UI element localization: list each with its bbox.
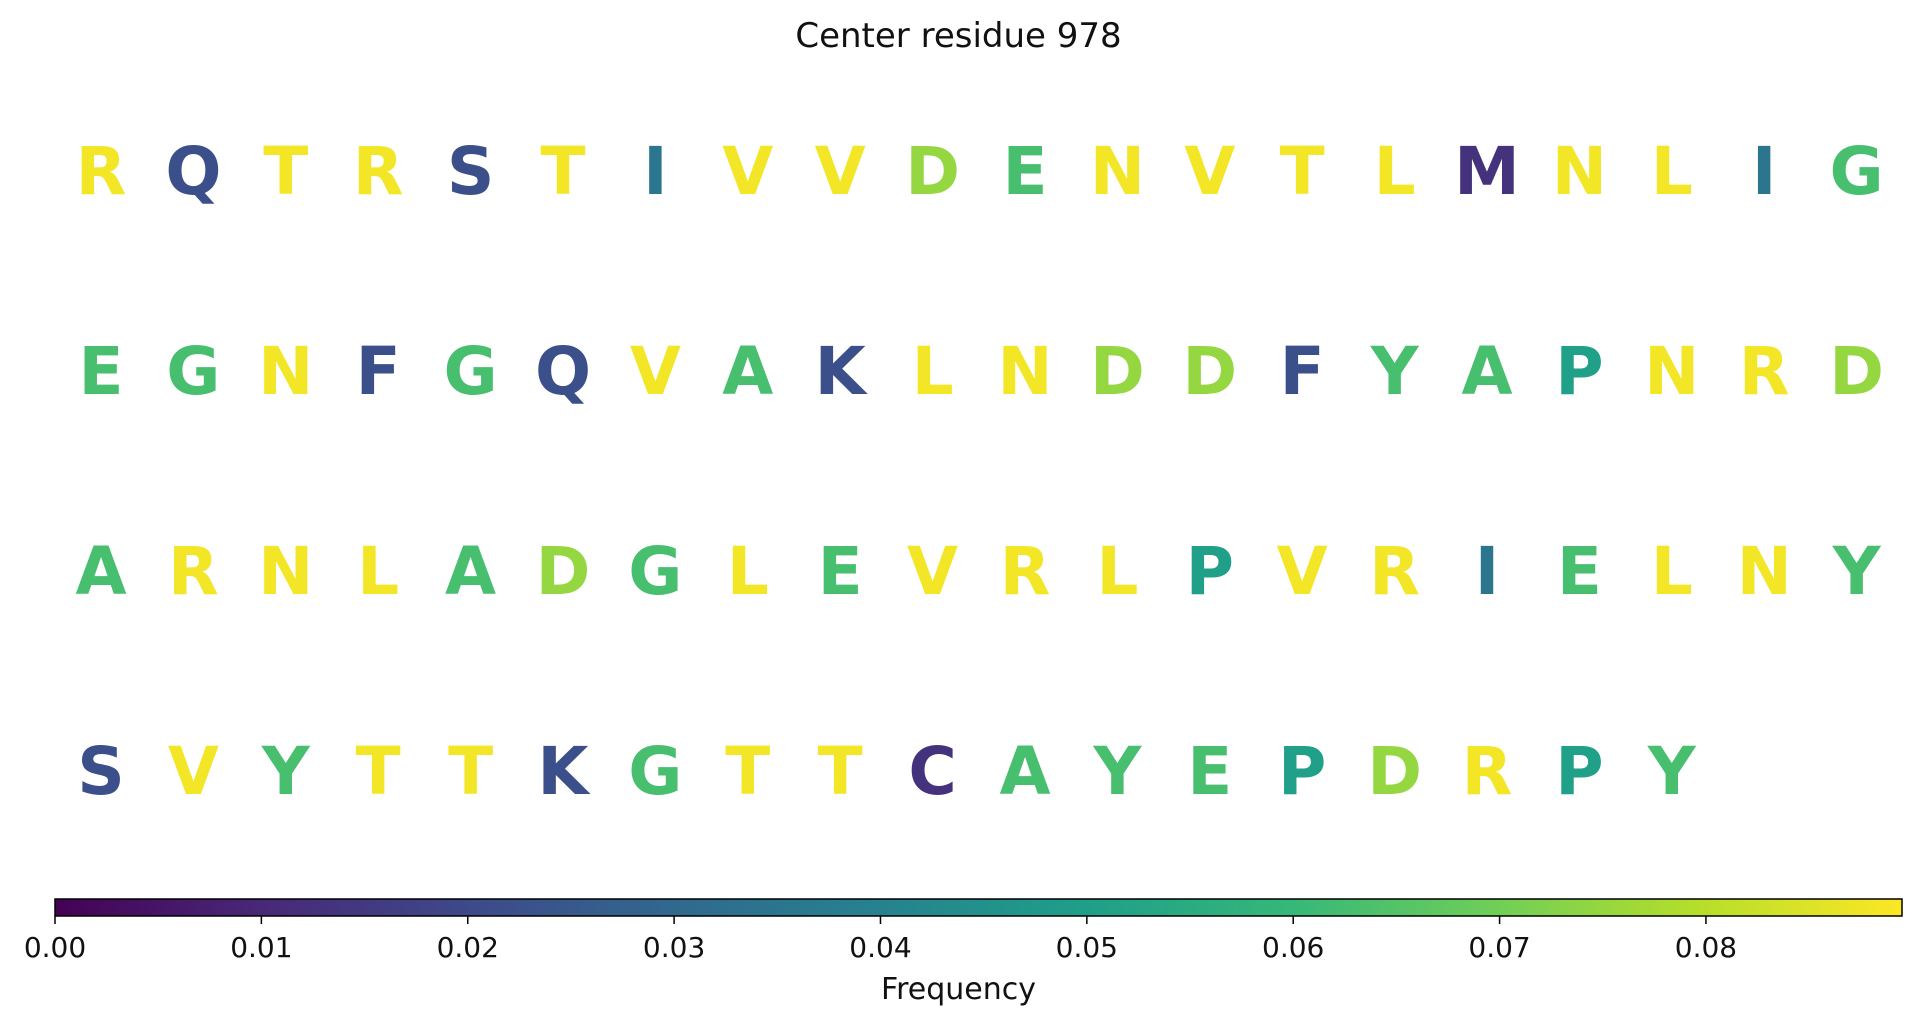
residue-letter: V <box>1184 133 1235 210</box>
residue-letter: N <box>1644 333 1699 410</box>
residue-letter: L <box>1096 533 1138 610</box>
residue-letter: G <box>1830 133 1884 210</box>
residue-letter: Y <box>1832 533 1882 610</box>
colorbar-tick-label: 0.08 <box>1675 931 1737 964</box>
residue-letter: R <box>353 133 404 210</box>
residue-letter: D <box>536 533 591 610</box>
chart-title: Center residue 978 <box>795 16 1122 56</box>
residue-letter: L <box>357 533 399 610</box>
residue-letter: Y <box>1647 733 1697 810</box>
residue-letter: P <box>1555 333 1603 410</box>
residue-letter: D <box>1367 733 1422 810</box>
residue-letter: F <box>356 333 401 410</box>
colorbar-tick-label: 0.05 <box>1056 931 1118 964</box>
residue-letter: M <box>1454 133 1520 210</box>
residue-letter: D <box>905 133 960 210</box>
residue-letter: N <box>997 333 1052 410</box>
residue-letter: F <box>1280 333 1325 410</box>
residue-letter: N <box>1090 133 1145 210</box>
residue-letter: G <box>628 533 682 610</box>
residue-letter: G <box>444 333 498 410</box>
residue-letter: V <box>168 733 219 810</box>
residue-letter: I <box>1475 533 1500 610</box>
residue-letter: S <box>447 133 495 210</box>
residue-letter: C <box>908 733 956 810</box>
residue-letter: Y <box>1093 733 1143 810</box>
residue-letter: R <box>1369 533 1420 610</box>
residue-letter: I <box>1752 133 1777 210</box>
residue-letters: R Q T R S T I V V D E N V T L M N L I GE G N F G Q V A K L N D D F Y A P N R D… <box>75 133 1884 810</box>
residue-letter: T <box>818 733 863 810</box>
colorbar: 0.00 0.01 0.02 0.03 0.04 0.05 0.06 0.07 0.08 <box>24 898 1903 964</box>
residue-letter: E <box>818 533 863 610</box>
residue-letter: L <box>1374 133 1416 210</box>
residue-letter: R <box>1739 333 1790 410</box>
residue-letter: D <box>1829 333 1884 410</box>
residue-letter: G <box>166 333 220 410</box>
residue-letter: P <box>1186 533 1234 610</box>
residue-letter: E <box>78 333 123 410</box>
residue-letter: N <box>258 333 313 410</box>
residue-letter: V <box>1277 533 1328 610</box>
colorbar-tick-label: 0.06 <box>1262 931 1324 964</box>
residue-letter: L <box>1651 133 1693 210</box>
residue-letter: R <box>168 533 219 610</box>
residue-letter: A <box>1461 333 1512 410</box>
colorbar-tick-label: 0.03 <box>643 931 705 964</box>
residue-letter: A <box>75 533 126 610</box>
colorbar-gradient <box>54 898 1903 917</box>
residue-letter: D <box>1090 333 1145 410</box>
residue-letter: L <box>912 333 954 410</box>
residue-letter: L <box>1651 533 1693 610</box>
colorbar-tick-label: 0.00 <box>24 931 86 964</box>
residue-letter: V <box>907 533 958 610</box>
residue-letter: E <box>1002 133 1047 210</box>
colorbar-label: Frequency <box>881 972 1036 1007</box>
residue-letter: Q <box>165 133 221 210</box>
residue-letter: T <box>1280 133 1325 210</box>
residue-letter: D <box>1182 333 1237 410</box>
residue-letter: E <box>1557 533 1602 610</box>
residue-letter: L <box>727 533 769 610</box>
residue-letter: T <box>540 133 585 210</box>
residue-letter: G <box>628 733 682 810</box>
residue-letter: V <box>630 333 681 410</box>
residue-letter: K <box>537 733 591 810</box>
residue-letter: P <box>1278 733 1326 810</box>
colorbar-tick-label: 0.07 <box>1468 931 1530 964</box>
residue-letter: Q <box>535 333 591 410</box>
residue-letter: T <box>356 733 401 810</box>
residue-letter: R <box>1462 733 1513 810</box>
residue-letter: T <box>448 733 493 810</box>
residue-letter: N <box>1552 133 1607 210</box>
colorbar-tick-label: 0.01 <box>230 931 292 964</box>
residue-letter: R <box>76 133 127 210</box>
residue-letter: A <box>445 533 496 610</box>
residue-letter: T <box>725 733 770 810</box>
residue-letter: S <box>77 733 125 810</box>
colorbar-tick-label: 0.04 <box>849 931 911 964</box>
colorbar-tick-label: 0.02 <box>437 931 499 964</box>
residue-letter: I <box>643 133 668 210</box>
residue-letter: A <box>722 333 773 410</box>
residue-letter: P <box>1555 733 1603 810</box>
residue-letter: A <box>999 733 1050 810</box>
residue-letter: Y <box>261 733 311 810</box>
residue-letter: N <box>1737 533 1792 610</box>
residue-letter: N <box>258 533 313 610</box>
residue-letter: V <box>815 133 866 210</box>
residue-letter: Y <box>1370 333 1420 410</box>
residue-letter: V <box>722 133 773 210</box>
residue-letter: T <box>263 133 308 210</box>
residue-letter: R <box>1000 533 1051 610</box>
residue-letter: E <box>1187 733 1232 810</box>
residue-letter: K <box>815 333 869 410</box>
